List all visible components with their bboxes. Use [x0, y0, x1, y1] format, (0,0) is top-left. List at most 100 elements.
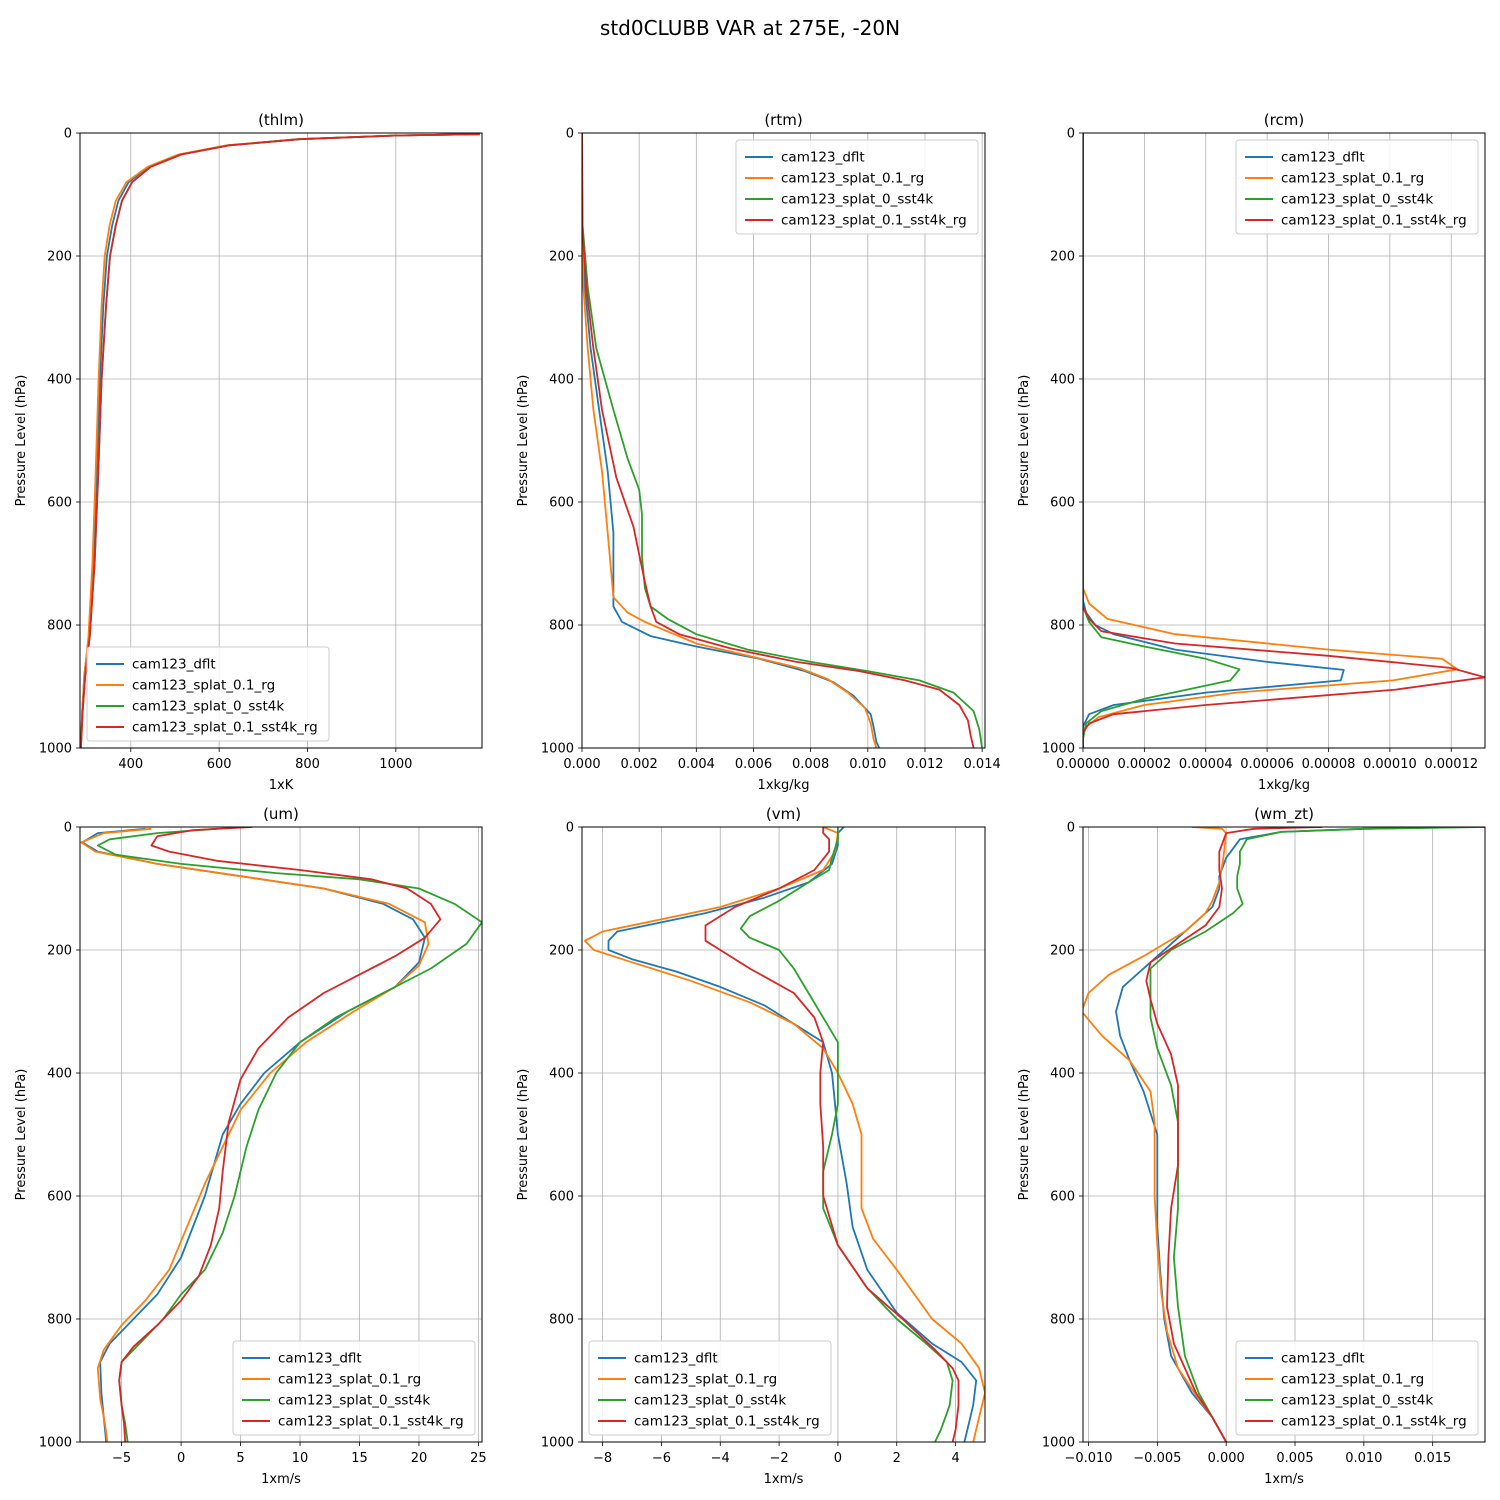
x-tick-label: 0.002	[621, 757, 658, 772]
x-tick-label: 0.014	[964, 757, 1001, 772]
x-tick-label: 4	[951, 1451, 959, 1466]
y-tick-label: 400	[47, 1067, 72, 1082]
y-axis-label: Pressure Level (hPa)	[14, 375, 29, 507]
x-axis-label: 1xkg/kg	[758, 778, 810, 793]
y-tick-label: 0	[64, 821, 72, 836]
legend: cam123_dflt cam123_splat_0.1_rg cam123_spl…	[232, 1340, 476, 1436]
legend-label: cam123_splat_0.1_rg	[634, 1372, 777, 1388]
y-tick-label: 800	[47, 619, 72, 634]
y-tick-label: 0	[566, 127, 574, 142]
x-tick-label: −0.010	[1064, 1451, 1112, 1466]
legend: cam123_dflt cam123_splat_0.1_rg cam123_spl…	[86, 646, 330, 742]
legend-box	[232, 1340, 476, 1436]
y-tick-label: 0	[64, 127, 72, 142]
y-tick-label: 1000	[1042, 742, 1075, 757]
x-tick-label: −0.005	[1133, 1451, 1181, 1466]
panel-vm: −8 −6 −4 −2 0 2 4 0 200 400 600 800 1000 (vm) 1xm/s Pre…	[516, 805, 986, 1487]
y-tick-label: 400	[47, 373, 72, 388]
x-axis-label: 1xm/s	[764, 1472, 804, 1487]
y-tick-label: 1000	[1042, 1436, 1075, 1451]
x-tick-label: −6	[652, 1451, 671, 1466]
legend-label: cam123_splat_0.1_sst4k_rg	[1281, 213, 1467, 229]
series-line-cam123-splat-0-1-rg	[582, 133, 878, 748]
y-tick-label: 1000	[541, 742, 574, 757]
x-tick-label: 0.00012	[1424, 757, 1478, 772]
panel-wm_zt: −0.010 −0.005 0.000 0.005 0.010 0.015 0 200 400 6…	[1017, 805, 1486, 1487]
x-tick-label: −2	[770, 1451, 789, 1466]
legend-label: cam123_splat_0_sst4k	[278, 1393, 430, 1409]
y-tick-label: 1000	[39, 742, 72, 757]
x-tick-label: 0.000	[1208, 1451, 1245, 1466]
x-tick-label: 0.004	[678, 757, 715, 772]
series-line-cam123-splat-0-1-sst4k-rg	[1145, 827, 1323, 1442]
series-line-cam123-splat-0-1-rg	[1083, 827, 1228, 1442]
y-tick-label: 400	[1050, 373, 1075, 388]
x-axis-label: 1xm/s	[1264, 1472, 1304, 1487]
legend-label: cam123_splat_0_sst4k	[1281, 192, 1433, 208]
x-tick-label: 1000	[379, 757, 412, 772]
series-line-cam123-dflt	[607, 827, 978, 1442]
y-axis-label: Pressure Level (hPa)	[516, 375, 531, 507]
series-line-cam123-splat-0-1-sst4k-rg	[118, 827, 442, 1442]
series-line-cam123-dflt	[1115, 827, 1475, 1442]
legend-label: cam123_splat_0.1_rg	[1281, 1372, 1424, 1388]
legend: cam123_dflt cam123_splat_0.1_rg cam123_spl…	[1235, 139, 1479, 235]
y-tick-label: 200	[549, 944, 574, 959]
legend-label: cam123_splat_0.1_rg	[781, 171, 924, 187]
panel-rcm: 0.00000 0.00002 0.00004 0.00006 0.00008 0.000…	[1017, 111, 1486, 793]
y-tick-label: 800	[1050, 1313, 1075, 1328]
figure-title: std0CLUBB VAR at 275E, -20N	[599, 16, 901, 40]
x-tick-label: 0.012	[906, 757, 943, 772]
x-tick-label: 0.015	[1414, 1451, 1451, 1466]
x-tick-label: 0.00002	[1117, 757, 1171, 772]
series-line-cam123-splat-0-1-rg	[584, 827, 985, 1442]
legend-box	[1235, 1340, 1479, 1436]
y-tick-label: 800	[1050, 619, 1075, 634]
x-tick-label: −8	[593, 1451, 612, 1466]
legend-label: cam123_splat_0.1_sst4k_rg	[781, 213, 967, 229]
legend-label: cam123_splat_0.1_sst4k_rg	[634, 1414, 820, 1430]
y-axis-label: Pressure Level (hPa)	[1017, 375, 1032, 507]
y-tick-label: 600	[1050, 1190, 1075, 1205]
y-tick-label: 400	[549, 373, 574, 388]
x-tick-label: 0	[834, 1451, 842, 1466]
legend-box	[588, 1340, 832, 1436]
legend-label: cam123_dflt	[634, 1351, 718, 1367]
x-axis-label: 1xkg/kg	[1258, 778, 1310, 793]
panel-rtm: 0.000 0.002 0.004 0.006 0.008 0.010 0.012 0.014…	[516, 111, 1001, 793]
series-line-cam123-dflt	[582, 133, 881, 748]
y-tick-label: 800	[549, 1313, 574, 1328]
panel-thlm: 400 600 800 1000 0 200 400 600 800 1000 (thlm) 1xK P…	[14, 111, 483, 793]
panel-title: (um)	[263, 805, 299, 823]
y-axis-label: Pressure Level (hPa)	[1017, 1069, 1032, 1201]
panel-title: (rtm)	[764, 111, 802, 129]
x-tick-label: 0	[177, 1451, 185, 1466]
legend-label: cam123_splat_0.1_sst4k_rg	[1281, 1414, 1467, 1430]
y-tick-label: 0	[566, 821, 574, 836]
series-line-cam123-splat-0-1-rg	[80, 827, 430, 1442]
panel-title: (wm_zt)	[1254, 805, 1314, 824]
panel-um: −5 0 5 10 15 20 25 0 200 400 600 800 1000 (um) 1xm/s Pr…	[14, 805, 487, 1487]
y-tick-label: 0	[1067, 127, 1075, 142]
y-tick-label: 600	[549, 1190, 574, 1205]
x-tick-label: 0.00000	[1056, 757, 1110, 772]
x-tick-label: 25	[470, 1451, 487, 1466]
x-tick-label: 10	[292, 1451, 309, 1466]
axes-frame	[79, 826, 483, 1443]
x-tick-label: 5	[236, 1451, 244, 1466]
legend-label: cam123_splat_0.1_sst4k_rg	[132, 720, 318, 736]
x-axis-label: 1xm/s	[261, 1472, 301, 1487]
legend: cam123_dflt cam123_splat_0.1_rg cam123_spl…	[735, 139, 979, 235]
x-tick-label: 2	[893, 1451, 901, 1466]
x-tick-label: 600	[207, 757, 232, 772]
y-tick-label: 0	[1067, 821, 1075, 836]
y-tick-label: 600	[47, 1190, 72, 1205]
legend-label: cam123_splat_0.1_sst4k_rg	[278, 1414, 464, 1430]
legend-label: cam123_splat_0.1_rg	[278, 1372, 421, 1388]
x-tick-label: 0.00006	[1240, 757, 1294, 772]
x-axis-label: 1xK	[269, 778, 294, 793]
x-tick-label: 0.008	[792, 757, 829, 772]
panel-title: (rcm)	[1264, 111, 1304, 129]
x-tick-label: 20	[411, 1451, 428, 1466]
